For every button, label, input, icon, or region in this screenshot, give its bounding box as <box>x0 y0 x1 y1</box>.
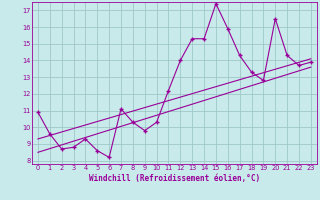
X-axis label: Windchill (Refroidissement éolien,°C): Windchill (Refroidissement éolien,°C) <box>89 174 260 183</box>
